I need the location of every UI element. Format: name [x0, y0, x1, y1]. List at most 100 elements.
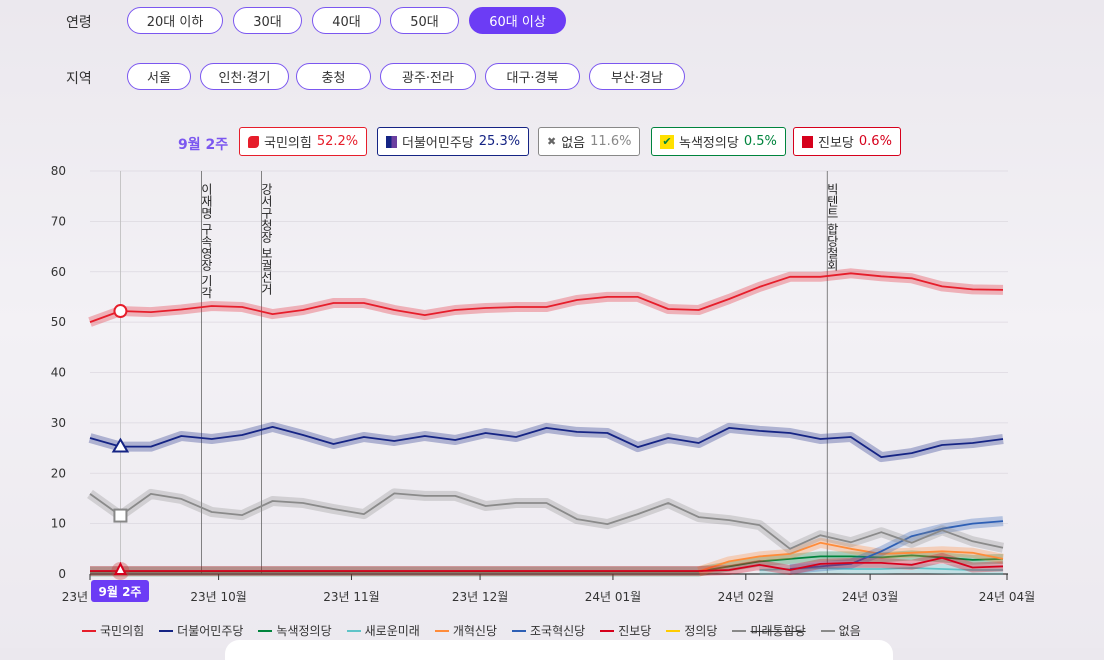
y-tick-label: 60: [51, 265, 66, 279]
y-tick-label: 0: [58, 567, 66, 581]
age-chip[interactable]: 40대: [312, 7, 381, 34]
region-chip[interactable]: 대구·경북: [485, 63, 580, 90]
region-chip[interactable]: 충청: [296, 63, 371, 90]
age-chip[interactable]: 20대 이하: [127, 7, 223, 34]
badge-party: 국민의힘: [264, 136, 312, 151]
series-line: [89, 426, 1004, 458]
legend-swatch: [434, 629, 449, 632]
legend-label: 정의당: [684, 624, 718, 638]
age-chip[interactable]: 60대 이상: [469, 7, 566, 34]
legend-swatch: [82, 629, 96, 632]
legend-item[interactable]: 정의당: [666, 622, 717, 639]
x-tick-label: 24년 01월: [585, 590, 641, 604]
x-tick-label: 24년 03월: [842, 590, 898, 604]
event-label: 강서구청장 보궐선거: [259, 183, 273, 295]
age-chip[interactable]: 50대: [390, 7, 459, 34]
selected-week-tag: 9월 2주: [91, 580, 149, 602]
summary-badge: 더불어민주당 25.3%: [377, 127, 530, 156]
series-band: [88, 268, 1004, 327]
legend-item[interactable]: 미래통합당: [732, 622, 806, 639]
series-band: [87, 488, 1005, 554]
badge-party: 더불어민주당: [402, 136, 474, 151]
legend-item[interactable]: 국민의힘: [82, 622, 144, 639]
summary-badge: ✔ 녹색정의당 0.5%: [651, 127, 786, 156]
y-tick-label: 10: [51, 517, 66, 531]
none-marker: [113, 508, 128, 523]
legend-swatch: [820, 629, 835, 632]
series-line: [90, 557, 1004, 572]
summary-week: 9월 2주: [178, 137, 229, 153]
summary-badge: 진보당 0.6%: [793, 127, 901, 156]
legend-swatch: [600, 629, 615, 632]
region-chip[interactable]: 광주·전라: [380, 63, 476, 90]
y-tick-label: 40: [51, 366, 66, 380]
legend-label: 없음: [838, 624, 861, 638]
bottom-panel: [225, 640, 893, 660]
flag-logo-icon: [802, 135, 813, 148]
x-tick-label: 24년 04월: [979, 590, 1035, 604]
legend-item[interactable]: 개혁신당: [434, 622, 497, 639]
event-label: 이재명 구속영장 기각: [199, 183, 213, 299]
legend-swatch: [732, 629, 747, 632]
legend-label: 조국혁신당: [530, 624, 586, 638]
badge-party: 녹색정의당: [679, 136, 739, 151]
x-tick-label: 23년 11월: [323, 590, 379, 604]
event-label: 빅텐트 합당철회: [825, 183, 839, 271]
region-chip[interactable]: 부산·경남: [589, 63, 685, 90]
ppp-logo-icon: [248, 135, 259, 148]
summary-badge: ✖ 없음 11.6%: [538, 127, 641, 156]
badge-value: 52.2%: [316, 134, 359, 149]
legend-item[interactable]: 진보당: [600, 622, 651, 639]
legend-swatch: [258, 629, 273, 632]
y-tick-label: 50: [51, 315, 66, 329]
x-tick-label: 23년 12월: [452, 590, 508, 604]
y-tick-label: 80: [51, 164, 66, 178]
region-chip[interactable]: 인천·경기: [200, 63, 289, 90]
legend-item[interactable]: 없음: [820, 622, 861, 639]
legend-label: 새로운미래: [364, 624, 420, 638]
legend-swatch: [346, 629, 361, 632]
series-line: [89, 492, 1004, 550]
series-band: [88, 421, 1004, 463]
badge-value: 25.3%: [478, 134, 521, 149]
badge-party: 없음: [561, 136, 586, 151]
legend-label: 녹색정의당: [276, 624, 332, 638]
series-line: [89, 272, 1004, 323]
age-chip[interactable]: 30대: [233, 7, 302, 34]
legend-item[interactable]: 조국혁신당: [512, 622, 585, 639]
badge-value: 0.5%: [743, 134, 777, 149]
region-label: 지역: [66, 71, 92, 87]
legend-label: 진보당: [618, 624, 652, 638]
badge-value: 11.6%: [590, 134, 632, 149]
legend-swatch: [159, 629, 174, 632]
legend-label: 미래통합당: [750, 624, 806, 638]
x-icon: ✖: [547, 135, 557, 148]
y-tick-label: 30: [51, 416, 66, 430]
badge-value: 0.6%: [858, 134, 892, 149]
y-tick-label: 70: [51, 214, 66, 228]
badge-party: 진보당: [818, 136, 854, 151]
legend-label: 국민의힘: [100, 624, 145, 638]
legend-label: 더불어민주당: [177, 624, 244, 638]
legend-item[interactable]: 새로운미래: [346, 622, 420, 639]
x-tick-label: 23년 10월: [190, 590, 246, 604]
series-line: [789, 520, 1004, 570]
region-chip[interactable]: 서울: [127, 63, 191, 90]
democratic-marker: [111, 437, 130, 453]
ppp-marker: [113, 304, 128, 319]
legend-item[interactable]: 더불어민주당: [159, 622, 243, 639]
x-tick-label: 24년 02월: [718, 590, 774, 604]
summary-badge: 국민의힘 52.2%: [239, 127, 368, 156]
legend-swatch: [512, 629, 526, 632]
legend-swatch: [666, 629, 681, 632]
small-party-marker: [113, 561, 128, 575]
age-label: 연령: [66, 15, 92, 31]
series-line: [698, 541, 1004, 573]
chart-legend: 국민의힘 더불어민주당 녹색정의당 새로운미래 개혁신당 조국혁신당 진보당 정의당 미래통합당…: [82, 622, 861, 639]
check-logo-icon: ✔: [660, 134, 674, 149]
legend-item[interactable]: 녹색정의당: [258, 622, 332, 639]
democratic-logo-icon: [386, 135, 397, 148]
legend-label: 개혁신당: [452, 624, 497, 638]
y-tick-label: 20: [51, 466, 66, 480]
